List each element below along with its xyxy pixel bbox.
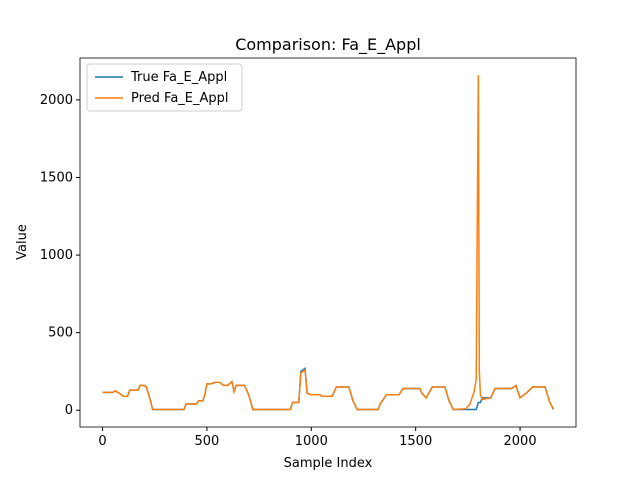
x-tick-label: 1000 <box>295 434 328 449</box>
x-axis-label: Sample Index <box>284 456 373 471</box>
y-tick-label: 0 <box>65 403 73 418</box>
y-tick-label: 1500 <box>40 170 73 185</box>
y-tick-label: 500 <box>48 326 73 341</box>
legend-box <box>86 63 243 112</box>
legend-label: Pred Fa_E_Appl <box>131 91 229 106</box>
y-tick-label: 2000 <box>40 93 73 108</box>
x-tick-label: 0 <box>98 434 106 449</box>
y-axis-label: Value <box>15 224 30 260</box>
legend-label: True Fa_E_Appl <box>130 70 227 85</box>
x-tick-label: 2000 <box>504 434 537 449</box>
series-line <box>102 75 555 411</box>
series-line <box>102 366 555 411</box>
x-tick-label: 1500 <box>399 434 432 449</box>
x-tick-label: 500 <box>195 434 220 449</box>
y-tick-label: 1000 <box>40 248 73 263</box>
plot-frame <box>79 57 577 428</box>
chart-title: Comparison: Fa_E_Appl <box>235 35 421 55</box>
